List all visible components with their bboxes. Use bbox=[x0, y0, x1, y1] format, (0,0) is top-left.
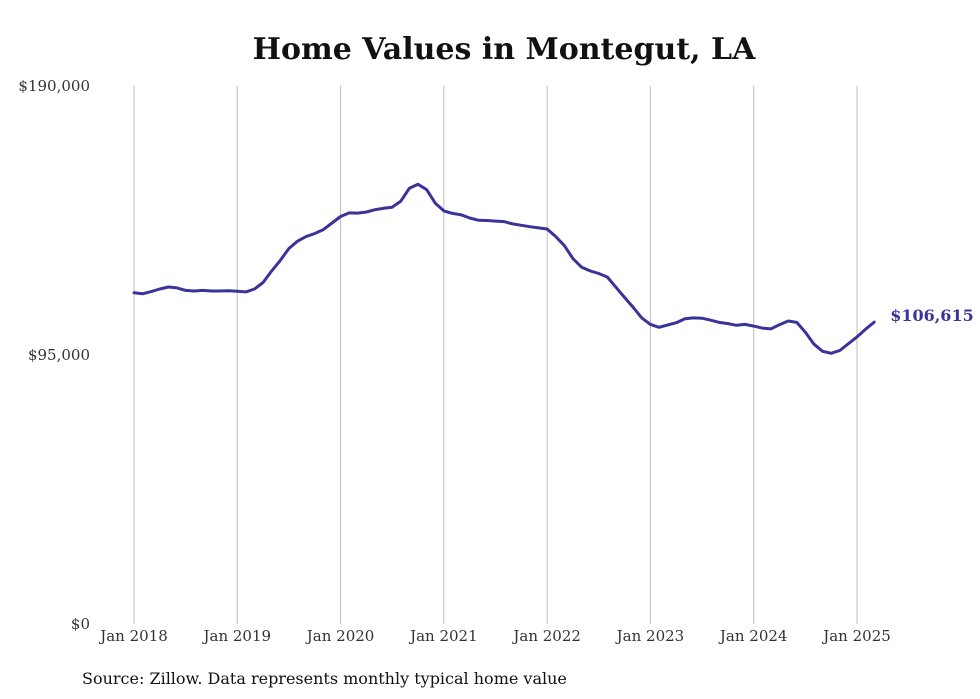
x-axis-tick-labels: Jan 2018 Jan 2019 Jan 2020 Jan 2021 Jan 2022… bbox=[98, 627, 891, 645]
vertical-gridlines bbox=[133, 86, 858, 624]
chart-title: Home Values in Montegut, LA bbox=[253, 32, 756, 67]
y-tick-label: $190,000 bbox=[18, 77, 90, 95]
y-tick-label: $0 bbox=[71, 615, 90, 633]
y-axis-tick-labels: $0 $95,000 $190,000 bbox=[18, 77, 90, 633]
x-tick-label: Jan 2018 bbox=[98, 627, 168, 645]
x-tick-label: Jan 2019 bbox=[202, 627, 272, 645]
x-tick-label: Jan 2023 bbox=[615, 627, 685, 645]
x-tick-label: Jan 2021 bbox=[408, 627, 478, 645]
home-value-series-line bbox=[132, 182, 876, 355]
x-tick-label: Jan 2020 bbox=[305, 627, 375, 645]
y-tick-label: $95,000 bbox=[28, 346, 90, 364]
x-tick-label: Jan 2022 bbox=[511, 627, 581, 645]
x-tick-label: Jan 2025 bbox=[821, 627, 891, 645]
last-value-label: $106,615 bbox=[890, 306, 974, 325]
source-note: Source: Zillow. Data represents monthly … bbox=[82, 669, 567, 688]
x-tick-label: Jan 2024 bbox=[718, 627, 788, 645]
